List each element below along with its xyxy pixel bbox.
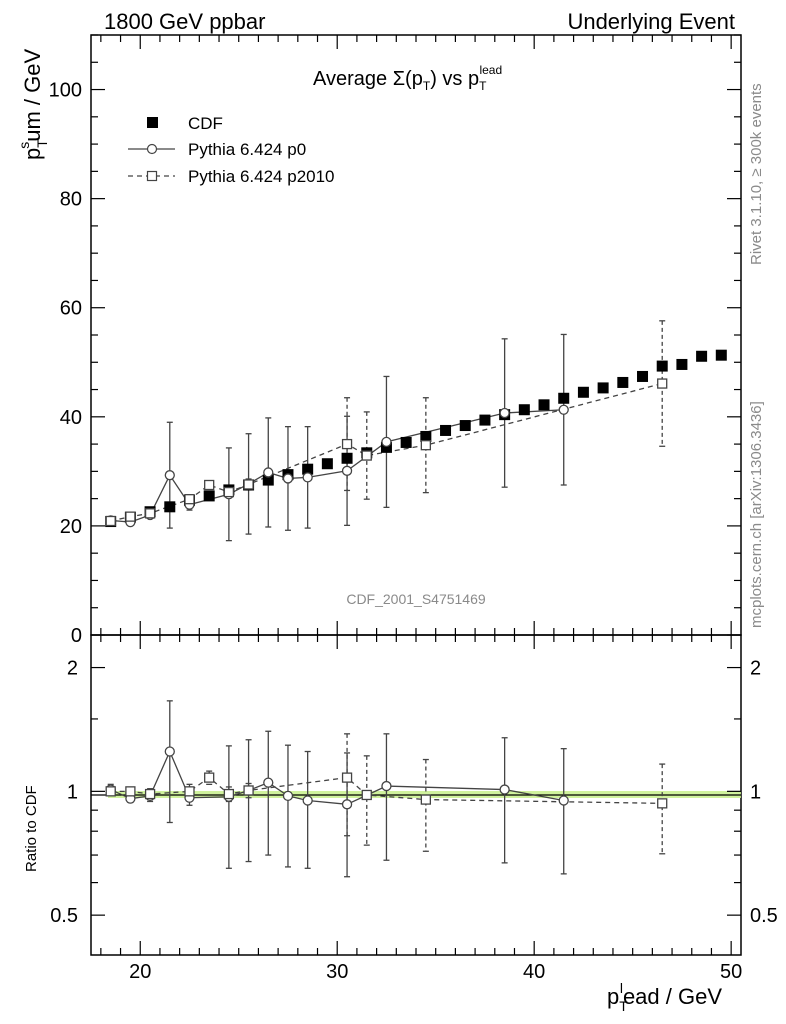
cdf-point bbox=[558, 392, 570, 404]
data-markers bbox=[105, 349, 727, 810]
tick-labels: 20 30 40 50 0 20 40 60 80 100 0.5 0.5 1 1 2 2 bbox=[49, 80, 778, 983]
p2010-ratio-point bbox=[657, 798, 668, 809]
y-tick-label-ratio: 0.5 bbox=[50, 905, 78, 927]
p0-point bbox=[341, 465, 353, 476]
cdf-point bbox=[420, 430, 432, 442]
p2010-point bbox=[223, 486, 235, 498]
p2010-ratio-point bbox=[341, 772, 353, 783]
x-tick-label: 20 bbox=[129, 961, 151, 983]
p0-point bbox=[164, 470, 175, 481]
cdf-point bbox=[302, 463, 314, 475]
p0-ratio-point bbox=[341, 799, 353, 810]
chart-title: Average Σ(pT) vs pTlead bbox=[313, 63, 502, 93]
p2010-point bbox=[341, 438, 353, 450]
p0-ratio-point bbox=[499, 784, 510, 795]
x-axis-label: pTlead / GeV bbox=[607, 980, 722, 1014]
legend-marker-cdf bbox=[147, 117, 158, 128]
cdf-point bbox=[400, 436, 412, 448]
p0-ratio-line bbox=[110, 749, 564, 805]
p2010-point bbox=[420, 440, 431, 451]
cdf-point bbox=[203, 490, 215, 502]
p0-ratio-point bbox=[302, 795, 313, 806]
header-left: 1800 GeV ppbar bbox=[104, 9, 265, 34]
cdf-point bbox=[656, 360, 668, 372]
legend-label-p2010: Pythia 6.424 p2010 bbox=[188, 167, 335, 186]
y-tick-label-main: 100 bbox=[49, 80, 82, 102]
p0-point bbox=[381, 436, 392, 448]
x-tick-label: 30 bbox=[326, 961, 348, 983]
p0-ratio-point bbox=[164, 746, 175, 757]
p2010-point bbox=[125, 511, 136, 522]
y-tick-label-main: 40 bbox=[60, 407, 82, 429]
y-tick-label-ratio: 1 bbox=[67, 781, 78, 803]
y-tick-label-ratio-right: 2 bbox=[750, 658, 761, 680]
p2010-point bbox=[243, 479, 254, 490]
y-axis-label-ratio: Ratio to CDF bbox=[23, 785, 40, 872]
p0-ratio-point bbox=[558, 795, 569, 806]
cdf-point bbox=[676, 358, 688, 370]
p2010-point bbox=[144, 508, 156, 519]
p0-ratio-point bbox=[282, 790, 294, 802]
mcplots-label: mcplots.cern.ch [arXiv:1306.3436] bbox=[748, 401, 765, 628]
p2010-ratio-point bbox=[204, 772, 215, 783]
p2010-ratio-point bbox=[223, 788, 235, 800]
p2010-point bbox=[657, 378, 668, 389]
y-tick-label-main: 60 bbox=[60, 298, 82, 320]
legend-label-cdf: CDF bbox=[188, 114, 223, 133]
cdf-point bbox=[518, 404, 530, 416]
p0-point bbox=[282, 473, 294, 484]
cdf-point bbox=[164, 501, 176, 513]
p2010-point bbox=[361, 450, 372, 461]
axis-ticks bbox=[91, 34, 741, 955]
cdf-point bbox=[479, 414, 491, 426]
legend: CDF Pythia 6.424 p0 Pythia 6.424 p2010 bbox=[128, 114, 335, 186]
cdf-point bbox=[597, 382, 609, 394]
y-tick-label-main: 0 bbox=[71, 625, 82, 647]
p2010-ratio-point bbox=[144, 788, 156, 800]
y-tick-label-ratio-right: 0.5 bbox=[750, 905, 778, 927]
cdf-point bbox=[262, 474, 274, 486]
p0-point bbox=[499, 407, 510, 419]
p0-ratio-point bbox=[263, 777, 274, 788]
p2010-ratio-point bbox=[105, 786, 116, 797]
rivet-label: Rivet 3.1.10, ≥ 300k events bbox=[748, 83, 765, 265]
p0-ratio-point bbox=[381, 780, 392, 792]
p2010-ratio-point bbox=[243, 785, 254, 796]
analysis-watermark: CDF_2001_S4751469 bbox=[346, 591, 486, 607]
p2010-ratio-point bbox=[125, 786, 136, 797]
cdf-point bbox=[577, 386, 589, 398]
p0-point bbox=[302, 472, 313, 483]
cdf-point bbox=[459, 420, 471, 432]
y-tick-label-main: 20 bbox=[60, 516, 82, 538]
cdf-point bbox=[538, 399, 550, 411]
y-axis-label-main: pTsum / GeV bbox=[16, 49, 50, 160]
x-tick-label: 40 bbox=[523, 961, 545, 983]
cdf-point bbox=[440, 424, 452, 436]
cdf-point bbox=[617, 376, 629, 388]
p2010-point bbox=[184, 494, 195, 505]
cdf-point bbox=[637, 370, 649, 382]
x-tick-label: 50 bbox=[720, 961, 742, 983]
cdf-point bbox=[321, 458, 333, 470]
legend-label-p0: Pythia 6.424 p0 bbox=[188, 140, 306, 159]
legend-marker-p0 bbox=[146, 143, 158, 155]
p2010-point bbox=[204, 479, 215, 491]
cdf-point bbox=[715, 349, 727, 361]
y-tick-label-ratio-right: 1 bbox=[750, 781, 761, 803]
p2010-ratio-point bbox=[184, 786, 195, 797]
p0-point bbox=[558, 404, 569, 415]
p0-point bbox=[263, 467, 274, 478]
p2010-ratio-point bbox=[361, 789, 372, 801]
p2010-point bbox=[105, 515, 116, 527]
cdf-point bbox=[696, 350, 708, 362]
legend-marker-p2010 bbox=[146, 170, 158, 182]
cdf-point bbox=[341, 452, 353, 464]
header-right: Underlying Event bbox=[567, 9, 735, 34]
cdf-point bbox=[380, 441, 392, 453]
p2010-ratio-point bbox=[420, 794, 431, 805]
y-tick-label-ratio: 2 bbox=[67, 658, 78, 680]
y-tick-label-main: 80 bbox=[60, 189, 82, 211]
